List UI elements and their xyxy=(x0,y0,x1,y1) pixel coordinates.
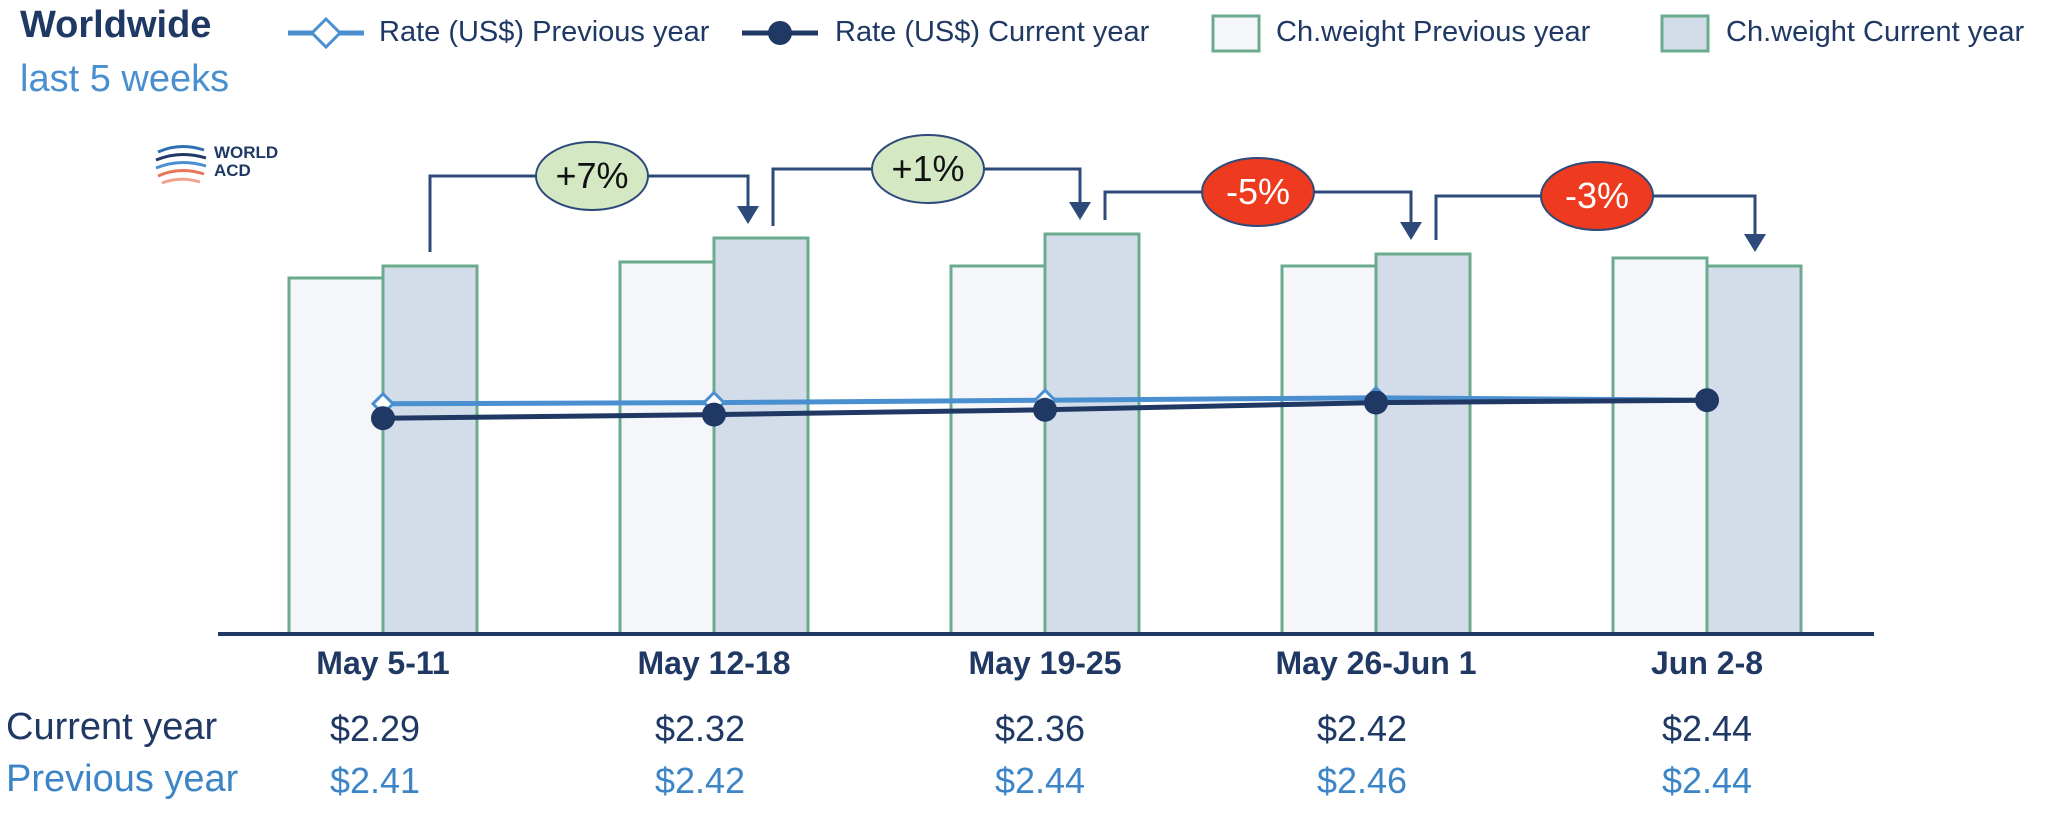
change-bubble xyxy=(1540,161,1654,231)
rate-previous-value: $2.41 xyxy=(329,760,421,801)
bar-weight-prev xyxy=(1280,264,1378,636)
change-bubble xyxy=(1201,157,1315,227)
bar-weight-prev xyxy=(287,276,385,636)
legend-label-weight-cur: Ch.weight Current year xyxy=(1726,16,2025,48)
rate-cur-point xyxy=(1364,390,1388,415)
line-rate-current-year xyxy=(371,388,1719,431)
rate-previous-value: $2.42 xyxy=(654,760,746,801)
legend-symbol-rate-cur xyxy=(742,21,818,45)
bar-weight-cur xyxy=(381,264,479,636)
change-arrowhead xyxy=(1069,202,1091,220)
rate-cur-point xyxy=(371,406,395,431)
x-axis-label: May 26-Jun 1 xyxy=(1275,645,1477,681)
bar-weight-prev xyxy=(949,264,1047,636)
rate-cur-point xyxy=(1695,388,1719,413)
x-axis-label: May 12-18 xyxy=(637,645,791,681)
world-acd-logo: WORLD ACD xyxy=(152,140,302,190)
legend: Rate (US$) Previous year Rate (US$) Curr… xyxy=(0,0,2048,70)
bar-weight-prev xyxy=(618,260,716,636)
change-bubble xyxy=(871,134,985,204)
bar-weight-cur xyxy=(1043,232,1141,636)
bar-weight-cur xyxy=(1705,264,1803,636)
row-label-previous-year: Previous year xyxy=(6,758,239,800)
rate-cur-point xyxy=(1033,397,1057,422)
rate-current-value: $2.44 xyxy=(1661,708,1753,749)
logo-swoosh-icon xyxy=(155,145,207,185)
bar-weight-cur xyxy=(712,236,810,636)
rate-previous-value: $2.46 xyxy=(1316,760,1408,801)
change-bubble xyxy=(535,141,649,211)
change-label: -3% xyxy=(1564,175,1630,216)
change-arrowhead xyxy=(1400,222,1422,240)
bars-weight-current-year xyxy=(381,232,1803,636)
rate-cur-point xyxy=(702,402,726,427)
rate-current-value: $2.29 xyxy=(329,708,421,749)
legend-symbol-weight-cur xyxy=(1660,14,1710,53)
row-label-current-year: Current year xyxy=(6,706,218,748)
change-connectors xyxy=(428,134,1766,252)
change-arrowhead xyxy=(1744,234,1766,252)
bar-weight-cur xyxy=(1374,252,1472,636)
chart-subtitle: last 5 weeks xyxy=(20,58,230,100)
change-label: +7% xyxy=(555,155,629,196)
rate-previous-value: $2.44 xyxy=(1661,760,1753,801)
legend-label-rate-cur: Rate (US$) Current year xyxy=(835,16,1150,48)
x-axis-label: Jun 2-8 xyxy=(1650,645,1764,681)
bar-weight-prev xyxy=(1611,256,1709,636)
x-axis-label: May 5-11 xyxy=(316,645,450,681)
legend-symbol-weight-prev xyxy=(1211,14,1261,53)
change-label: -5% xyxy=(1225,171,1291,212)
change-arrowhead xyxy=(737,206,759,224)
rate-current-value: $2.42 xyxy=(1316,708,1408,749)
legend-label-rate-prev: Rate (US$) Previous year xyxy=(379,16,710,48)
bars-weight-previous-year xyxy=(287,256,1709,636)
legend-label-weight-prev: Ch.weight Previous year xyxy=(1276,16,1591,48)
rate-current-value: $2.36 xyxy=(994,708,1086,749)
logo-text: WORLD ACD xyxy=(214,143,279,180)
legend-symbols xyxy=(288,14,1710,53)
legend-symbol-rate-prev xyxy=(288,16,364,50)
x-axis-label: May 19-25 xyxy=(968,645,1122,681)
change-label: +1% xyxy=(891,148,965,189)
rate-current-value: $2.32 xyxy=(654,708,746,749)
rate-previous-value: $2.44 xyxy=(994,760,1086,801)
chart-title: Worldwide xyxy=(20,4,212,46)
